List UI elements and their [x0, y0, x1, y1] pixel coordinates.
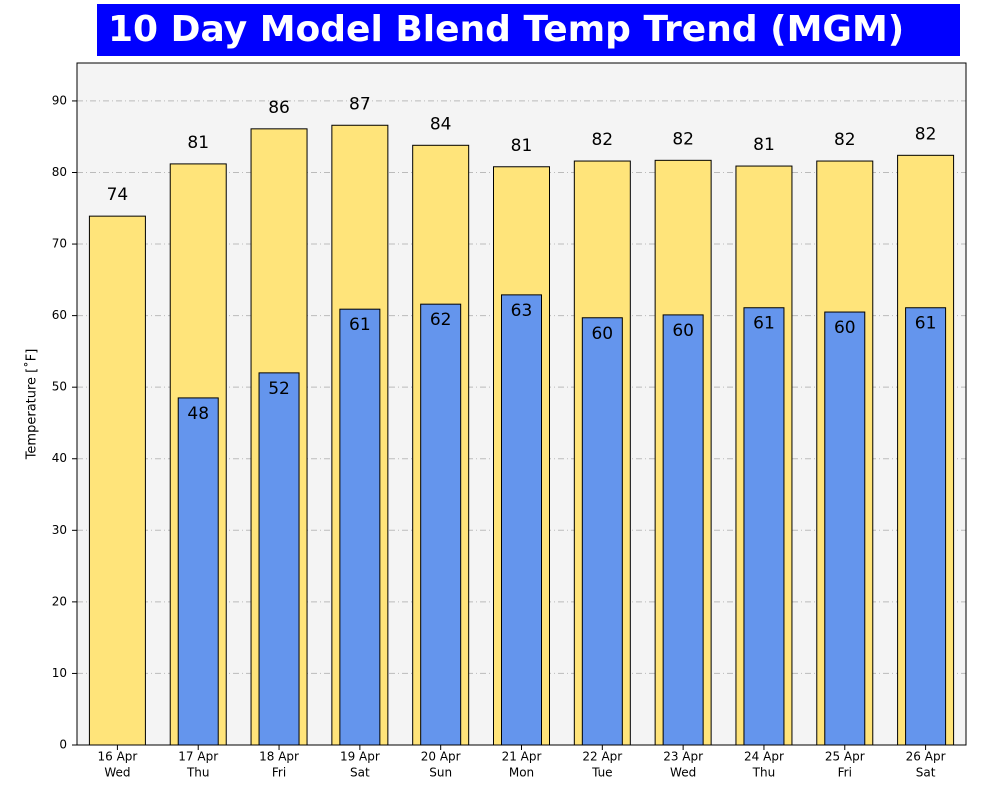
title-box [97, 4, 960, 56]
bar [258, 372, 300, 746]
plot-frame [76, 62, 967, 746]
data-label: 81 [511, 136, 533, 156]
y-tick-label: 0 [59, 738, 67, 752]
data-label: 81 [753, 135, 775, 155]
x-tick-label: 25 Apr [825, 750, 865, 764]
y-tick-label: 80 [52, 165, 67, 179]
x-tick-label: Fri [838, 766, 852, 780]
data-label: 74 [107, 185, 129, 205]
bar [743, 307, 785, 746]
x-tick-label: Tue [591, 766, 613, 780]
x-tick-label: 19 Apr [340, 750, 380, 764]
data-label: 87 [349, 94, 371, 114]
data-label: 61 [349, 315, 371, 335]
x-tick-label: 16 Apr [97, 750, 137, 764]
x-tick-label: Wed [104, 766, 130, 780]
x-tick-label: 20 Apr [421, 750, 461, 764]
x-tick-label: 24 Apr [744, 750, 784, 764]
bar [501, 294, 542, 746]
data-label: 61 [915, 314, 937, 334]
data-label: 60 [672, 321, 694, 341]
x-tick-label: Thu [752, 766, 776, 780]
y-axis-label: Temperature [˚F] [24, 349, 40, 461]
chart-title: 10 Day Model Blend Temp Trend (MGM) [108, 9, 904, 50]
data-label: 86 [268, 98, 290, 118]
x-tick-label: Sat [916, 766, 936, 780]
data-label: 63 [511, 301, 533, 321]
data-label: 82 [591, 130, 613, 150]
data-label: 48 [187, 404, 209, 424]
x-tick-label: Sun [429, 766, 452, 780]
y-tick-label: 70 [52, 237, 67, 251]
x-tick-label: Wed [670, 766, 696, 780]
data-label: 62 [430, 310, 452, 330]
data-label: 82 [672, 129, 694, 149]
y-tick-label: 90 [52, 93, 67, 107]
x-tick-label: 26 Apr [906, 750, 946, 764]
data-label: 61 [753, 314, 775, 334]
bar [339, 308, 381, 746]
y-tick-label: 30 [52, 523, 67, 537]
x-tick-label: Fri [272, 766, 286, 780]
x-tick-label: Thu [186, 766, 210, 780]
y-tick-label: 20 [52, 594, 67, 608]
x-tick-label: 21 Apr [502, 750, 542, 764]
bar [824, 311, 866, 746]
bar [905, 307, 947, 746]
y-tick-label: 40 [52, 451, 67, 465]
data-label: 60 [834, 318, 856, 338]
data-label: 84 [430, 114, 452, 134]
bar [420, 303, 462, 746]
x-tick-label: 22 Apr [582, 750, 622, 764]
data-label: 60 [591, 324, 613, 344]
y-tick-label: 50 [52, 380, 67, 394]
x-tick-label: Sat [350, 766, 370, 780]
data-label: 82 [834, 130, 856, 150]
x-tick-label: 17 Apr [178, 750, 218, 764]
data-label: 82 [915, 124, 937, 144]
data-label: 52 [268, 379, 290, 399]
x-tick-label: 18 Apr [259, 750, 299, 764]
bar [177, 397, 219, 746]
data-label: 81 [187, 133, 209, 153]
bar [88, 215, 146, 746]
y-tick-label: 60 [52, 308, 67, 322]
x-tick-label: 23 Apr [663, 750, 703, 764]
bar [581, 317, 623, 746]
x-tick-label: Mon [509, 766, 534, 780]
bar [662, 314, 704, 746]
y-tick-label: 10 [52, 666, 67, 680]
